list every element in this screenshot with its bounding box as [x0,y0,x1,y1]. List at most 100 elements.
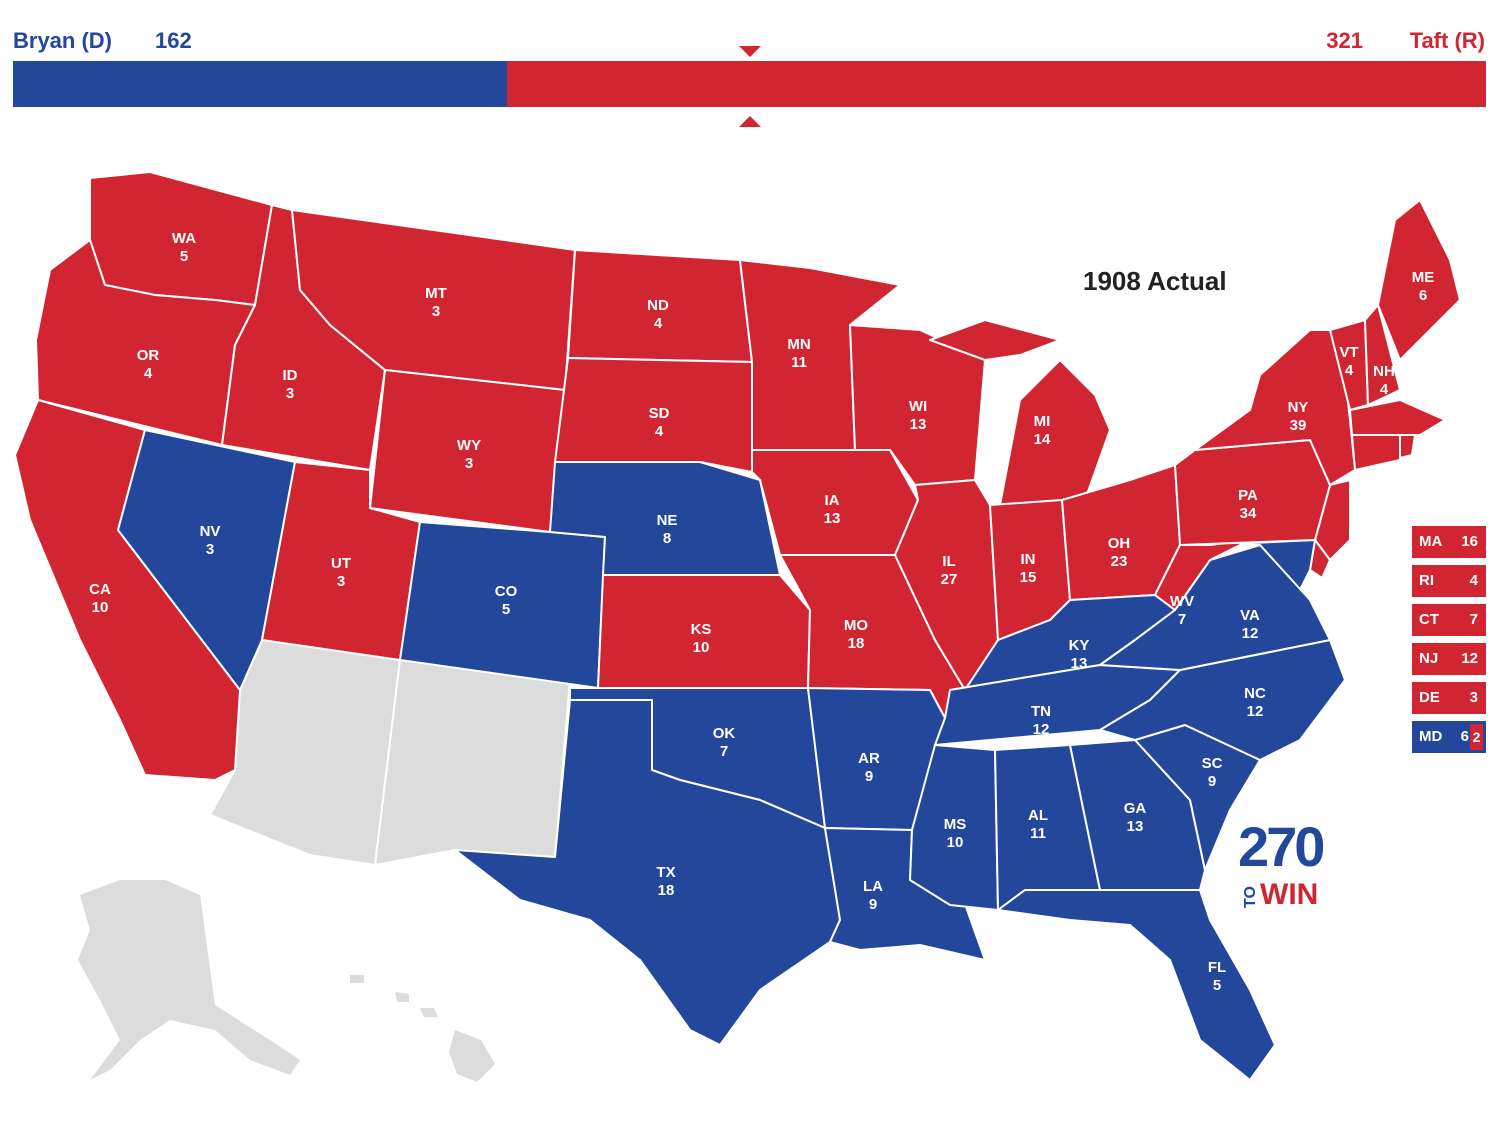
small-state-abbr: NJ [1419,650,1439,667]
state-ev-in: 15 [1020,569,1037,586]
state-ev-ia: 13 [824,510,841,527]
electoral-vote-bar [13,61,1486,107]
state-ev-oh: 23 [1111,553,1128,570]
small-state-abbr: MD [1419,728,1443,745]
state-ev-nc: 12 [1247,703,1264,720]
state-ev-tx: 18 [658,882,675,899]
small-state-abbr: CT [1419,611,1439,628]
state-shape-nc[interactable] [1099,639,1346,761]
state-ev-mn: 11 [791,354,807,371]
state-label-ca: CA [89,581,111,598]
state-ev-wi: 13 [910,416,927,433]
state-label-wa: WA [172,230,196,247]
state-label-id: ID [283,367,298,384]
state-shape-nv[interactable] [117,429,296,691]
state-ev-il: 27 [941,571,958,588]
small-state-ev: 7 [1469,611,1478,628]
state-label-sc: SC [1202,755,1223,772]
state-ev-me: 6 [1419,287,1427,304]
270towin-logo: 270 TO WIN [1238,815,1330,912]
state-label-sd: SD [649,405,670,422]
state-ev-mt: 3 [432,303,440,320]
logo-to: TO [1242,886,1259,908]
state-ev-wa: 5 [180,248,188,265]
state-label-ut: UT [331,555,351,572]
state-ev-id: 3 [286,385,294,402]
state-shape-hi [350,975,495,1082]
state-label-ar: AR [858,750,880,767]
small-state-abbr: DE [1419,689,1440,706]
state-shape-nh[interactable] [1364,304,1401,406]
state-ev-ne: 8 [663,530,671,547]
state-ev-nd: 4 [654,315,663,332]
state-ev-ok: 7 [720,743,728,760]
state-ev-ky: 13 [1071,655,1088,672]
state-label-nh: NH [1373,363,1395,380]
state-shape-ct[interactable] [1351,434,1401,471]
democrat-bar-segment [13,61,508,107]
state-ev-co: 5 [502,601,510,618]
democrat-electoral-votes: 162 [155,28,192,53]
state-ev-al: 11 [1030,825,1046,842]
state-shape-va[interactable] [1099,544,1331,671]
small-state-ev: 4 [1469,572,1478,589]
state-label-va: VA [1240,607,1260,624]
state-label-pa: PA [1238,487,1258,504]
state-ev-va: 12 [1242,625,1259,642]
small-state-box-ct[interactable]: CT 7 [1412,604,1486,636]
majority-marker-down-icon [739,46,761,57]
state-label-wy: WY [457,437,481,454]
state-ev-ar: 9 [865,768,873,785]
republican-electoral-votes: 321 [1326,28,1363,53]
state-label-me: ME [1412,269,1435,286]
state-label-wv: WV [1170,593,1194,610]
state-label-or: OR [137,347,160,364]
state-label-tn: TN [1031,703,1051,720]
small-state-box-md[interactable]: MD 6 2 [1412,721,1486,753]
state-ev-fl: 5 [1213,977,1221,994]
state-label-ks: KS [691,621,712,638]
state-label-il: IL [942,553,955,570]
small-state-box-de[interactable]: DE 3 [1412,682,1486,714]
small-state-box-nj[interactable]: NJ 12 [1412,643,1486,675]
small-state-ev: 16 [1461,533,1478,550]
state-label-ky: KY [1069,637,1090,654]
state-ev-ny: 39 [1290,417,1307,434]
logo-win: WIN [1260,878,1319,911]
state-ev-mo: 18 [848,635,865,652]
state-shape-ri[interactable] [1399,434,1416,459]
state-ev-wv: 7 [1178,611,1186,628]
state-shape-sd[interactable] [554,357,753,473]
state-shape-ak [78,880,300,1080]
small-state-abbr: MA [1419,533,1443,550]
state-shape-fl[interactable] [997,889,1276,1081]
small-state-box-ri[interactable]: RI 4 [1412,565,1486,597]
majority-marker-up-icon [739,116,761,127]
state-ev-nh: 4 [1380,381,1389,398]
republican-bar-segment [507,61,1486,107]
state-label-fl: FL [1208,959,1226,976]
state-label-vt: VT [1339,344,1358,361]
state-label-mt: MT [425,285,447,302]
small-state-abbr: RI [1419,572,1434,589]
state-label-ne: NE [657,512,678,529]
state-label-mo: MO [844,617,868,634]
state-shape-me[interactable] [1377,199,1461,361]
small-states-legend: MA 16 RI 4 CT 7 NJ 12 DE 3 MD 6 2 [1412,526,1486,760]
state-ev-wy: 3 [465,455,473,472]
democrat-candidate-name: Bryan (D) [13,28,113,53]
state-ev-mi: 14 [1034,431,1051,448]
state-label-ga: GA [1124,800,1147,817]
state-label-wi: WI [909,398,927,415]
state-label-la: LA [863,878,883,895]
state-label-mn: MN [787,336,810,353]
state-label-nv: NV [200,523,221,540]
small-state-box-ma[interactable]: MA 16 [1412,526,1486,558]
state-ev-or: 4 [144,365,153,382]
state-ev-sc: 9 [1208,773,1216,790]
republican-candidate-name: Taft (R) [1409,28,1485,53]
state-label-in: IN [1021,551,1036,568]
territory-shape-nm [374,659,571,866]
state-ev-la: 9 [869,896,877,913]
